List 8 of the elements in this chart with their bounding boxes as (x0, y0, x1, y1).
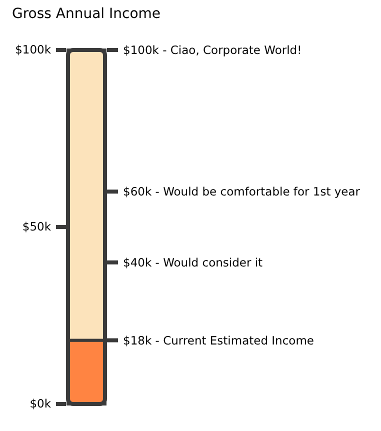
ref-line-label: $18k - Current Estimated Income (123, 333, 314, 348)
y-tick-label: $0k (30, 396, 52, 411)
ref-line-label: $60k - Would be comfortable for 1st year (123, 184, 360, 199)
ref-line-label: $100k - Ciao, Corporate World! (123, 43, 302, 58)
y-tick-label: $50k (22, 220, 52, 234)
ref-line-label: $40k - Would consider it (123, 255, 264, 270)
y-tick-label: $100k (15, 42, 52, 57)
chart-title: Gross Annual Income (12, 6, 161, 22)
